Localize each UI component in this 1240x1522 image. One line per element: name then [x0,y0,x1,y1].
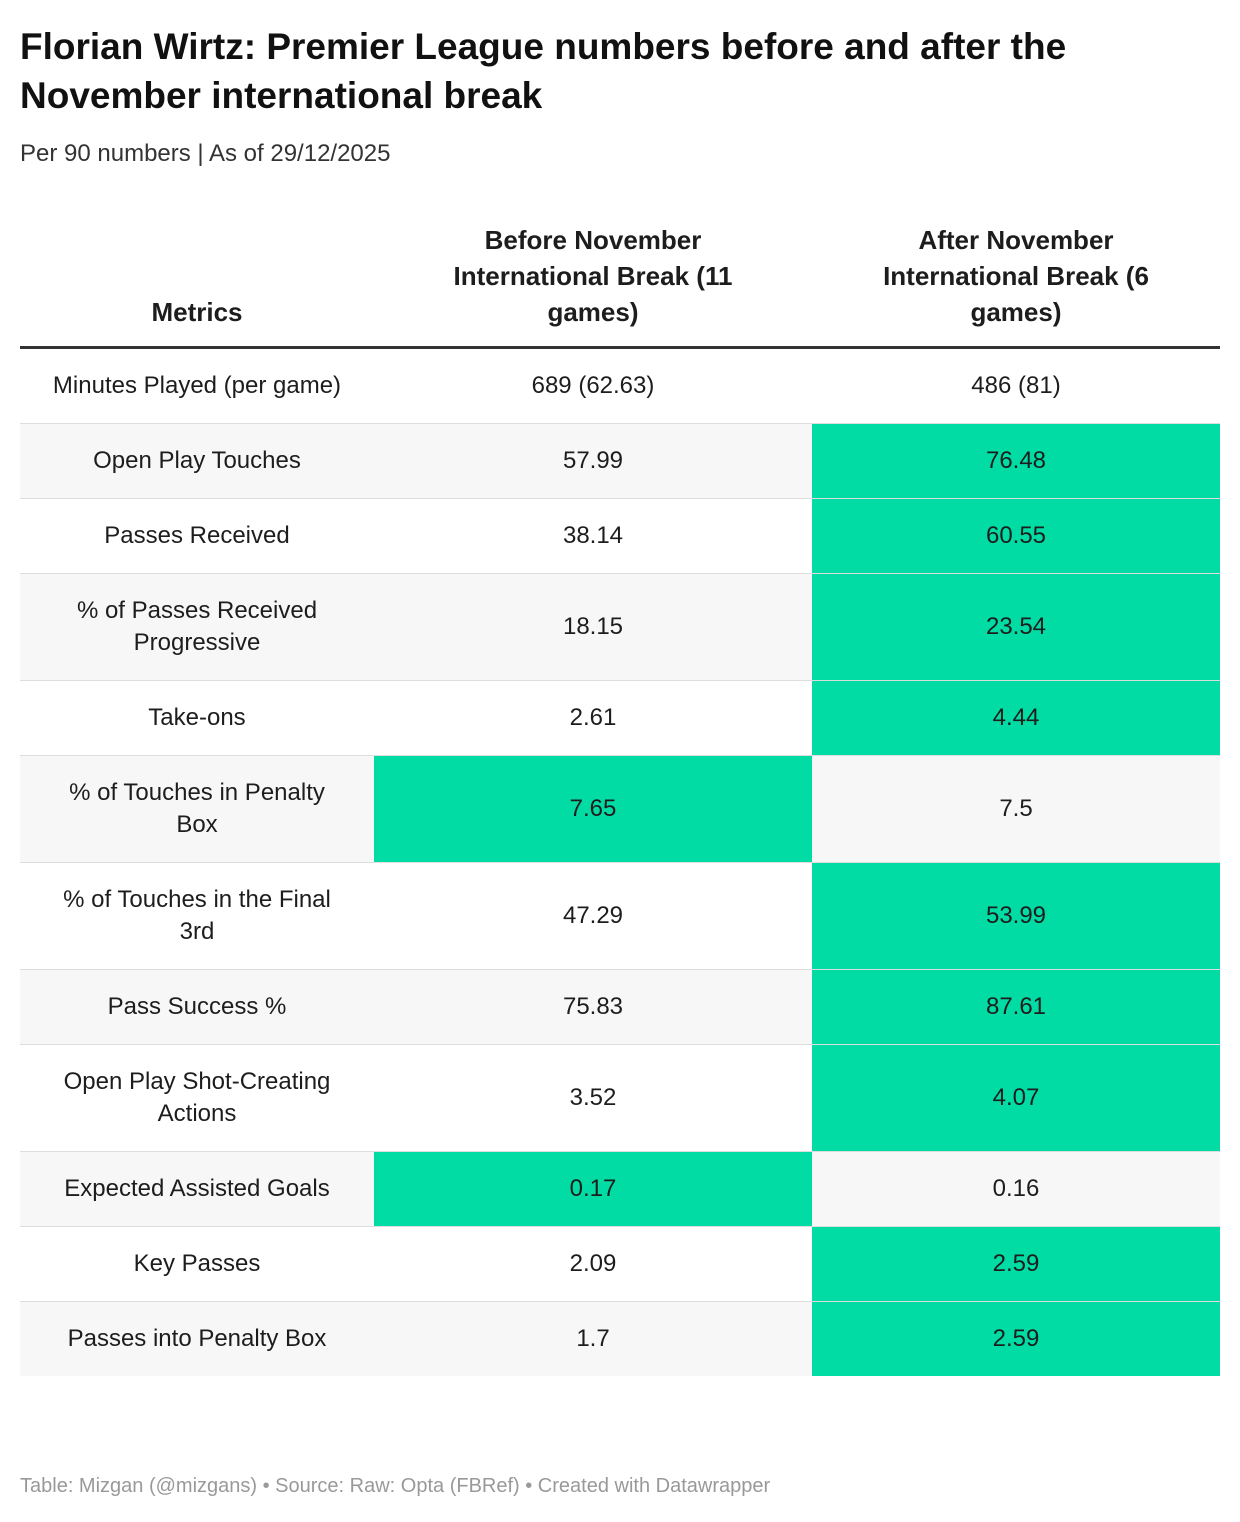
metric-cell: Pass Success % [20,969,374,1045]
subtitle: Per 90 numbers | As of 29/12/2025 [20,140,391,167]
value-cell: 4.44 [812,680,1220,756]
value-cell: 0.16 [812,1151,1220,1227]
table-row: Open Play Touches 57.99 76.48 [20,423,1220,499]
table-row: Pass Success % 75.83 87.61 [20,969,1220,1045]
metric-cell: Open Play Touches [20,423,374,499]
metric-cell: Minutes Played (per game) [20,347,374,424]
table-row: % of Passes Received Progressive 18.15 23.… [20,573,1220,681]
metric-cell: % of Touches in Penalty Box [20,755,374,863]
metric-cell: Passes into Penalty Box [20,1301,374,1376]
value-cell: 7.5 [812,755,1220,863]
value-cell: 38.14 [374,498,812,574]
value-cell: 57.99 [374,423,812,499]
table-row: Key Passes 2.09 2.59 [20,1226,1220,1302]
value-cell: 4.07 [812,1044,1220,1152]
column-header: After November International Break (6 ga… [812,222,1220,349]
metric-cell: % of Passes Received Progressive [20,573,374,681]
value-cell: 60.55 [812,498,1220,574]
table-row: Passes Received 38.14 60.55 [20,498,1220,574]
value-cell: 1.7 [374,1301,812,1376]
metric-cell: % of Touches in the Final 3rd [20,862,374,970]
table-row: Open Play Shot-Creating Actions 3.52 4.07 [20,1044,1220,1152]
footer: Table: Mizgan (@mizgans) • Source: Raw: … [20,1475,771,1497]
value-cell: 7.65 [374,755,812,863]
value-cell: 689 (62.63) [374,347,812,424]
value-cell: 0.17 [374,1151,812,1227]
metric-cell: Take-ons [20,680,374,756]
metric-cell: Key Passes [20,1226,374,1302]
table-row: Minutes Played (per game) 689 (62.63) 486 … [20,347,1220,424]
value-cell: 2.59 [812,1301,1220,1376]
value-cell: 23.54 [812,573,1220,681]
table-row: % of Touches in the Final 3rd 47.29 53.99 [20,862,1220,970]
metric-cell: Open Play Shot-Creating Actions [20,1044,374,1152]
value-cell: 18.15 [374,573,812,681]
header-row: Metrics Before November International Bre… [20,222,1220,349]
value-cell: 2.61 [374,680,812,756]
value-cell: 2.09 [374,1226,812,1302]
table-row: Passes into Penalty Box 1.7 2.59 [20,1301,1220,1376]
value-cell: 87.61 [812,969,1220,1045]
metric-cell: Expected Assisted Goals [20,1151,374,1227]
column-header: Metrics [20,222,374,349]
value-cell: 3.52 [374,1044,812,1152]
table-row: Take-ons 2.61 4.44 [20,680,1220,756]
title: Florian Wirtz: Premier League numbers be… [20,26,1067,116]
metric-cell: Passes Received [20,498,374,574]
table-row: % of Touches in Penalty Box 7.65 7.5 [20,755,1220,863]
value-cell: 2.59 [812,1226,1220,1302]
value-cell: 486 (81) [812,347,1220,424]
table-body: Minutes Played (per game) 689 (62.63) 486 … [20,347,1220,1376]
table-row: Expected Assisted Goals 0.17 0.16 [20,1151,1220,1227]
value-cell: 75.83 [374,969,812,1045]
value-cell: 53.99 [812,862,1220,970]
data-table: Metrics Before November International Bre… [20,222,1220,1376]
column-header: Before November International Break (11 … [374,222,812,349]
value-cell: 76.48 [812,423,1220,499]
value-cell: 47.29 [374,862,812,970]
